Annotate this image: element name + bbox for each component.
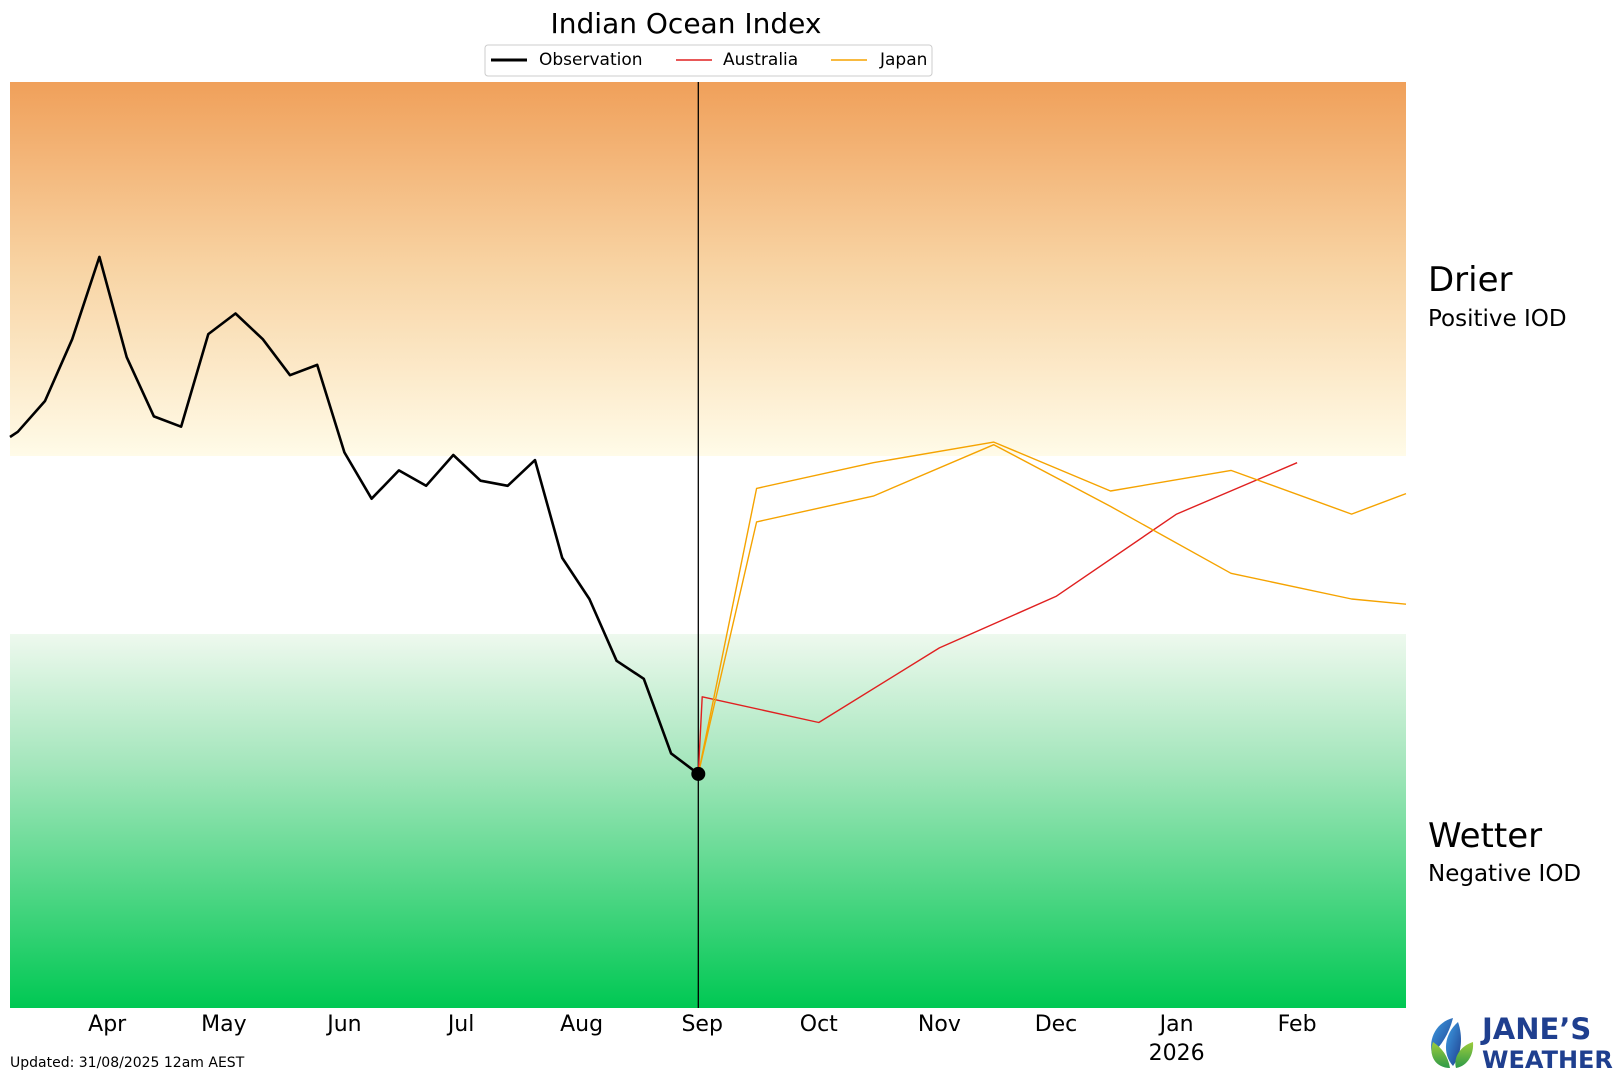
x-tick-label: Jan xyxy=(1158,1012,1194,1037)
legend-label-japan: Japan xyxy=(879,50,927,70)
x-tick-label: Sep xyxy=(681,1012,722,1037)
x-axis-ticks: Apr May Jun Jul Aug Sep Oct Nov Dec Jan … xyxy=(88,1012,1316,1066)
series-line-australia xyxy=(697,462,1298,774)
x-tick-label: Oct xyxy=(800,1012,838,1037)
neutral-zone xyxy=(10,456,1406,634)
wetter-label: Wetter xyxy=(1428,816,1542,856)
series-line-japan xyxy=(697,441,1407,775)
brand-line1: JANE’S xyxy=(1480,1012,1591,1046)
updated-timestamp: Updated: 31/08/2025 12am AEST xyxy=(10,1055,245,1071)
x-tick-label: Jul xyxy=(446,1012,475,1037)
legend-label-observation: Observation xyxy=(539,50,643,70)
legend-label-australia: Australia xyxy=(723,50,798,70)
brand-line2: WEATHER xyxy=(1482,1046,1613,1074)
x-tick-label: Dec xyxy=(1035,1012,1078,1037)
legend: Observation Australia Japan xyxy=(484,44,933,77)
x-tick-label: Feb xyxy=(1278,1012,1317,1037)
drier-label: Drier xyxy=(1428,260,1513,300)
x-tick-label: Aug xyxy=(560,1012,603,1037)
positive-iod-zone xyxy=(10,82,1406,456)
series-layer xyxy=(9,255,1407,775)
x-tick-label: Apr xyxy=(88,1012,127,1037)
chart-title: Indian Ocean Index xyxy=(551,7,822,40)
series-line-observation xyxy=(9,255,700,775)
leaf-drop-icon xyxy=(1431,1018,1474,1068)
negative-iod-zone xyxy=(10,634,1406,1008)
plot-area xyxy=(10,82,1406,1008)
series-line-japan xyxy=(697,444,1407,775)
x-tick-label: Jun xyxy=(325,1012,361,1037)
x-year-label: 2026 xyxy=(1149,1041,1205,1066)
positive-iod-label: Positive IOD xyxy=(1428,306,1567,332)
negative-iod-label: Negative IOD xyxy=(1428,861,1581,887)
current-observation-marker xyxy=(691,766,706,781)
janes-weather-logo: JANE’S WEATHER xyxy=(1431,1012,1613,1074)
x-tick-label: Nov xyxy=(918,1012,961,1037)
x-tick-label: May xyxy=(201,1012,246,1037)
